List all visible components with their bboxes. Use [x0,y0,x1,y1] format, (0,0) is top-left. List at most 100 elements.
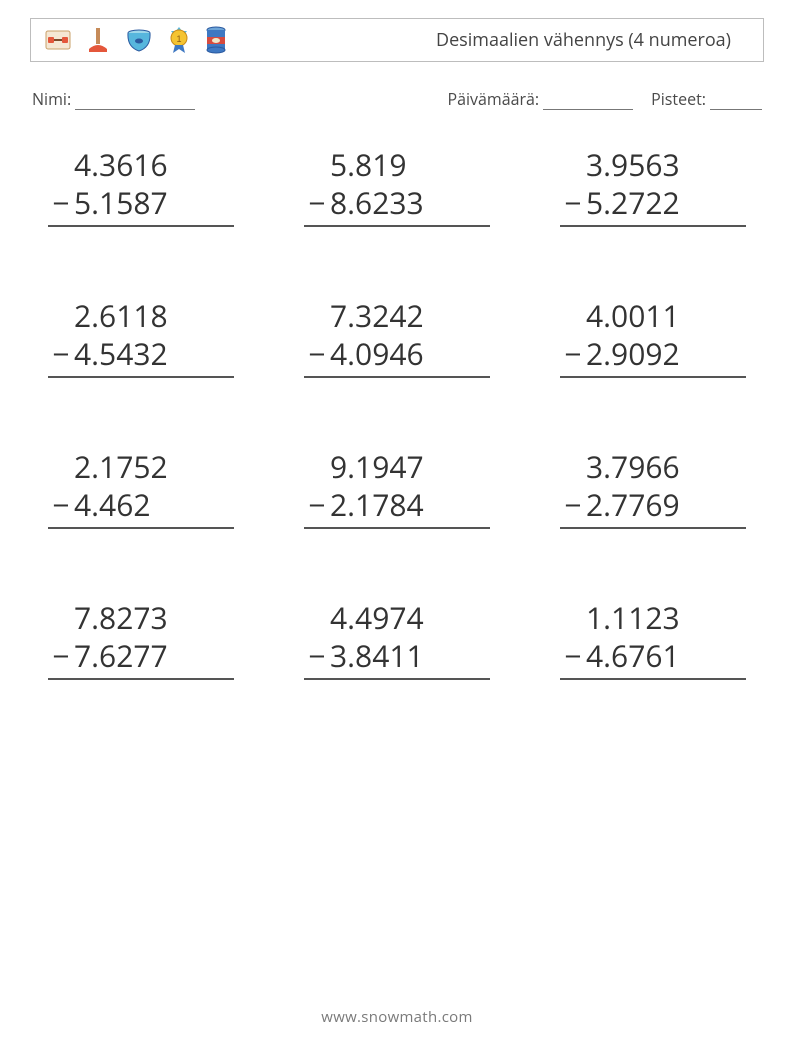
subtrahend: −8.6233 [304,184,490,222]
name-blank[interactable] [75,93,195,110]
header-bar: 1 Desimaalien vähennys (4 numeroa) [30,18,764,62]
result-line [560,225,746,227]
minuend: 7.3242 [304,297,490,335]
problem-8: 9.1947−2.1784 [304,448,490,529]
fishbowl-icon [123,25,155,55]
minuend-value: 7.8273 [74,599,234,637]
date-label: Päivämäärä: [447,88,539,110]
result-line [304,225,490,227]
minus-operator: − [560,184,586,222]
result-line [560,376,746,378]
subtrahend-value: 4.5432 [74,335,234,373]
subtrahend-value: 7.6277 [74,637,234,675]
minuend: 4.3616 [48,146,234,184]
result-line [560,527,746,529]
subtrahend-value: 4.0946 [330,335,490,373]
subtrahend: −4.5432 [48,335,234,373]
minuend: 1.1123 [560,599,746,637]
result-line [560,678,746,680]
meta-row: Nimi: Päivämäärä: Pisteet: [30,88,764,110]
subtrahend-value: 4.462 [74,486,234,524]
subtrahend: −4.462 [48,486,234,524]
score-field: Pisteet: [651,88,762,110]
subtrahend: −2.1784 [304,486,490,524]
minuend-value: 3.9563 [586,146,746,184]
minuend: 7.8273 [48,599,234,637]
name-field: Nimi: [32,88,195,110]
dumbbell-icon [43,25,73,55]
problem-12: 1.1123−4.6761 [560,599,746,680]
subtrahend: −3.8411 [304,637,490,675]
result-line [48,678,234,680]
score-blank[interactable] [710,93,762,110]
subtrahend-value: 8.6233 [330,184,490,222]
minus-operator: − [560,335,586,373]
footer-link: www.snowmath.com [0,1007,794,1027]
minus-operator: − [560,637,586,675]
problem-9: 3.7966−2.7769 [560,448,746,529]
minus-operator: − [304,486,330,524]
minus-operator: − [304,637,330,675]
subtrahend-value: 2.1784 [330,486,490,524]
subtrahend: −2.9092 [560,335,746,373]
result-line [304,376,490,378]
subtrahend-value: 3.8411 [330,637,490,675]
problem-11: 4.4974−3.8411 [304,599,490,680]
minuend-value: 9.1947 [330,448,490,486]
minuend-value: 2.1752 [74,448,234,486]
problem-3: 3.9563−5.2722 [560,146,746,227]
minus-operator: − [48,637,74,675]
subtrahend: −7.6277 [48,637,234,675]
minus-operator: − [304,184,330,222]
minuend-value: 1.1123 [586,599,746,637]
problem-6: 4.0011−2.9092 [560,297,746,378]
minuend: 3.7966 [560,448,746,486]
date-blank[interactable] [543,93,633,110]
subtrahend-value: 5.2722 [586,184,746,222]
result-line [48,527,234,529]
problem-7: 2.1752−4.462 [48,448,234,529]
minuend-value: 4.0011 [586,297,746,335]
result-line [304,678,490,680]
subtrahend: −4.0946 [304,335,490,373]
minuend: 4.0011 [560,297,746,335]
minuend-value: 7.3242 [330,297,490,335]
problem-1: 4.3616−5.1587 [48,146,234,227]
minuend: 4.4974 [304,599,490,637]
subtrahend: −2.7769 [560,486,746,524]
minuend: 2.1752 [48,448,234,486]
worksheet-page: 1 Desimaalien vähennys (4 numeroa) Nimi: [0,0,794,680]
minuend-value: 5.819 [330,146,490,184]
subtrahend: −4.6761 [560,637,746,675]
result-line [48,376,234,378]
svg-text:1: 1 [176,34,181,44]
can-icon [203,25,229,55]
medal-icon: 1 [165,25,193,55]
subtrahend-value: 2.7769 [586,486,746,524]
problem-2: 5.819−8.6233 [304,146,490,227]
result-line [304,527,490,529]
minuend-value: 3.7966 [586,448,746,486]
result-line [48,225,234,227]
subtrahend: −5.1587 [48,184,234,222]
subtrahend-value: 5.1587 [74,184,234,222]
subtrahend-value: 4.6761 [586,637,746,675]
worksheet-title: Desimaalien vähennys (4 numeroa) [436,28,751,52]
problem-5: 7.3242−4.0946 [304,297,490,378]
plunger-icon [83,25,113,55]
score-label: Pisteet: [651,88,706,110]
minus-operator: − [304,335,330,373]
minuend: 2.6118 [48,297,234,335]
subtrahend-value: 2.9092 [586,335,746,373]
problem-4: 2.6118−4.5432 [48,297,234,378]
name-label: Nimi: [32,88,71,110]
subtrahend: −5.2722 [560,184,746,222]
minus-operator: − [48,184,74,222]
date-field: Päivämäärä: [447,88,633,110]
minus-operator: − [560,486,586,524]
minuend-value: 4.3616 [74,146,234,184]
minus-operator: − [48,335,74,373]
minuend: 9.1947 [304,448,490,486]
minuend: 5.819 [304,146,490,184]
minuend-value: 4.4974 [330,599,490,637]
